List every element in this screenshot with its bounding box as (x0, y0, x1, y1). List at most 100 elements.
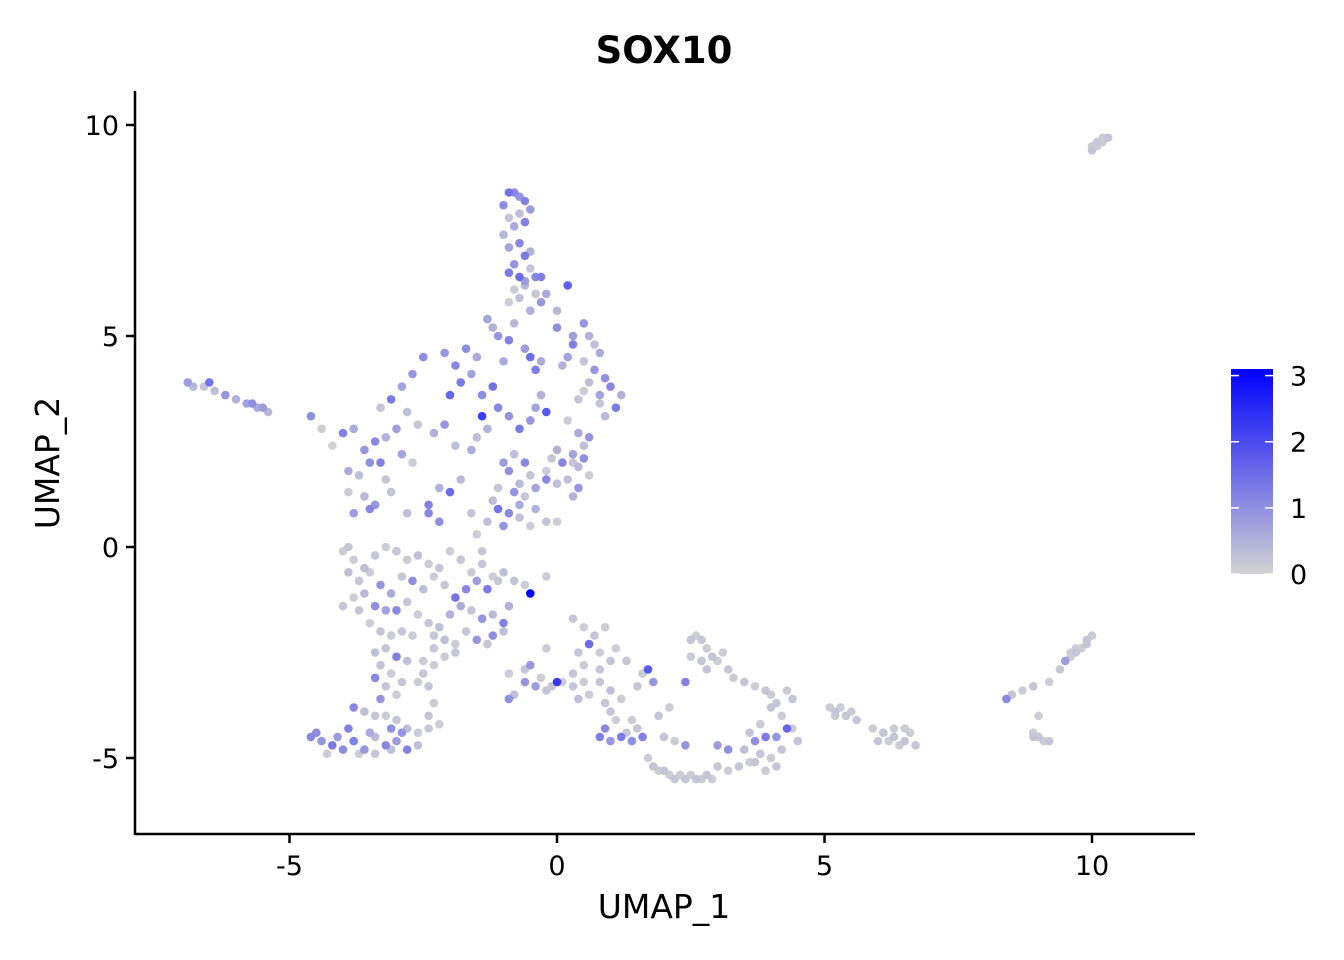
data-point (1018, 686, 1027, 695)
data-point (536, 390, 546, 400)
data-point (365, 618, 375, 628)
data-point (520, 196, 530, 206)
data-point (1071, 648, 1081, 657)
data-point (526, 306, 535, 316)
data-point (713, 762, 722, 771)
data-point (515, 424, 524, 434)
data-point (542, 466, 551, 476)
data-point (558, 361, 567, 370)
data-point (542, 572, 551, 581)
data-point (419, 669, 428, 678)
data-point (740, 745, 749, 754)
data-point (520, 458, 530, 467)
data-point (424, 500, 433, 510)
data-point (793, 736, 803, 746)
data-point (777, 745, 786, 754)
data-point (451, 648, 460, 657)
data-point (472, 433, 482, 442)
data-point (568, 492, 578, 501)
data-point (451, 593, 460, 602)
data-point (584, 471, 594, 480)
data-point (381, 682, 391, 691)
data-point (429, 698, 439, 708)
data-point (504, 297, 514, 307)
data-point (338, 428, 348, 438)
data-point (574, 483, 583, 493)
legend-ticks: 0 1 2 3 (1231, 362, 1307, 591)
data-point (579, 386, 589, 396)
data-point (761, 766, 770, 775)
data-point (520, 492, 530, 501)
data-point (499, 521, 508, 531)
data-point (381, 606, 391, 615)
data-point (729, 673, 738, 683)
data-point (723, 665, 733, 674)
data-point (702, 770, 712, 780)
chart-title: SOX10 (596, 29, 733, 72)
data-point (381, 433, 391, 442)
data-point (381, 741, 391, 750)
data-point (493, 483, 503, 493)
data-point (488, 610, 498, 619)
data-point (531, 365, 540, 375)
data-point (579, 454, 589, 463)
data-point (600, 622, 610, 632)
data-point (520, 344, 530, 354)
data-point (504, 188, 514, 197)
data-point (750, 757, 760, 767)
data-point (579, 319, 589, 328)
data-point (408, 458, 417, 467)
data-point (435, 563, 444, 573)
data-point (670, 736, 679, 746)
data-point (552, 445, 562, 455)
data-point (670, 774, 679, 784)
data-point (702, 665, 712, 674)
data-point (756, 749, 765, 759)
data-point (467, 369, 476, 379)
data-point (713, 741, 722, 750)
x-axis-title: UMAP_1 (598, 887, 731, 926)
data-point (526, 660, 535, 670)
data-point (424, 618, 433, 628)
data-point (536, 272, 546, 282)
data-point (552, 517, 562, 526)
data-point (205, 378, 214, 387)
data-point (504, 601, 514, 611)
data-point (349, 703, 359, 712)
data-point (568, 449, 578, 459)
data-point (376, 458, 385, 467)
data-point (579, 622, 589, 632)
data-point (402, 745, 412, 754)
data-point (552, 677, 562, 687)
data-point (381, 711, 391, 721)
data-point (659, 766, 669, 775)
data-point (515, 513, 524, 522)
data-point (531, 682, 540, 691)
data-point (483, 517, 492, 526)
data-point (440, 580, 449, 590)
data-point (568, 331, 578, 341)
data-point (424, 711, 433, 721)
data-point (536, 297, 546, 307)
data-point (526, 205, 535, 214)
data-point (370, 749, 380, 759)
data-point (397, 677, 407, 687)
data-point (429, 631, 439, 640)
data-point (723, 766, 733, 775)
data-point (584, 378, 594, 387)
data-point (306, 411, 316, 421)
y-tick-label: -5 (92, 744, 119, 775)
data-point (1002, 694, 1011, 704)
data-point (563, 416, 572, 425)
data-point (472, 576, 482, 586)
data-point (344, 568, 353, 577)
data-point (526, 471, 535, 480)
data-point (702, 644, 712, 653)
data-point (493, 576, 503, 586)
data-point (344, 487, 353, 497)
data-point (600, 724, 610, 733)
data-point (344, 542, 353, 552)
data-point (568, 669, 578, 678)
data-point (761, 732, 770, 742)
data-point (520, 580, 530, 590)
